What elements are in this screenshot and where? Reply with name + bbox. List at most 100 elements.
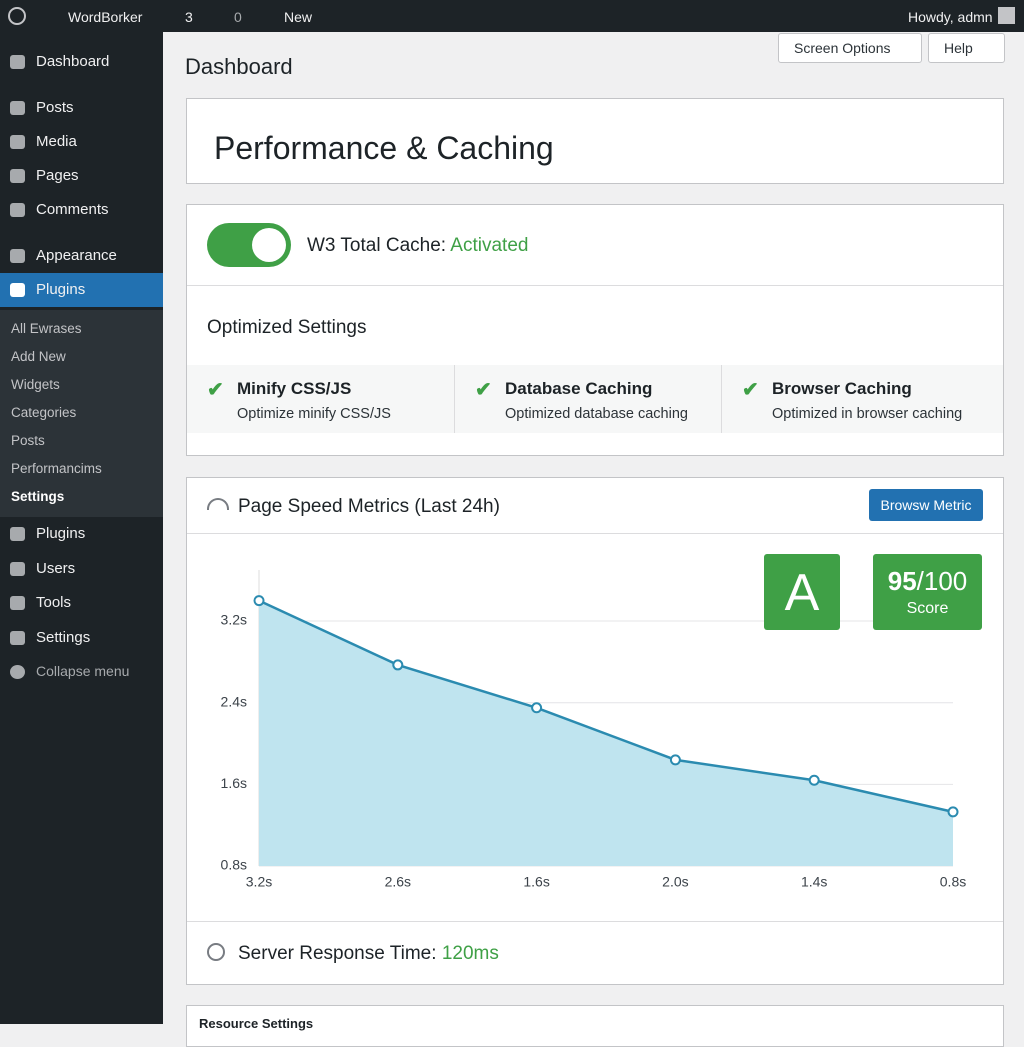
feature-title: Database Caching [505,379,653,398]
feature: ✔ Minify CSS/JS Optimize minify CSS/JS [187,365,453,433]
metric-button[interactable]: Browsw Metric [869,489,983,521]
menu-icon [10,135,25,149]
submenu-item[interactable]: All Ewrases [11,321,82,336]
x-tick-label: 0.8s [940,874,966,890]
y-tick-label: 1.6s [221,775,247,791]
screen-options[interactable]: Screen Options [778,33,922,63]
cache-card: W3 Total Cache: Activated Optimized Sett… [186,204,1004,456]
menu-label: Appearance [36,247,117,264]
menu-item[interactable]: Settings [0,621,163,655]
x-tick-label: 1.4s [801,874,827,890]
feature-title: Minify CSS/JS [237,379,352,398]
menu-label: Comments [36,201,109,218]
score-label: Score [906,600,949,617]
wp-logo[interactable] [8,7,26,25]
menu-icon [10,630,25,645]
feature-desc: Optimized database caching [505,406,688,422]
menu-item[interactable]: Appearance [0,239,163,273]
point [253,595,265,607]
feature: ✔ Database Caching Optimized database cach… [454,365,721,433]
feature-title: Browser Caching [772,379,912,398]
header-card: Performance & Caching [186,98,1004,184]
menu-label: Pages [36,167,79,184]
y-tick-label: 0.8s [221,857,247,873]
submenu-item[interactable]: Performancims [11,461,102,476]
screen-options-label: Screen Options [794,40,891,56]
area [259,600,953,866]
menu-item[interactable]: Users [0,552,163,586]
menu-label: Media [36,133,77,150]
point [669,754,681,766]
chart: 0.8s 1.6s 2.4s 3.2s 3.2s 2.6s 1.6s 2.0s 1.4s 0.8s [221,570,966,890]
menu-item[interactable]: Plugins [0,517,163,551]
menu-icon [10,169,25,183]
menu-label: Settings [36,628,91,646]
feature-desc: Optimized in browser caching [772,406,963,422]
help-label: Help [944,40,973,56]
menu-label: Plugins [36,525,86,542]
menu-item[interactable]: Comments [0,193,163,227]
submenu-item[interactable]: Widgets [11,377,60,392]
admin-bar: WordBorker 3 0 New Howdy, admn [0,0,1024,32]
help[interactable]: Help [928,33,1005,63]
new[interactable]: New [284,9,313,25]
x-tick-label: 2.0s [662,874,688,890]
y-tick-label: 2.4s [221,693,247,709]
submenu-item[interactable]: Posts [11,433,45,448]
menu-item[interactable]: Pages [0,159,163,193]
menu-icon [10,561,25,576]
menu-item[interactable]: Media [0,125,163,159]
menu-label: Collapse menu [36,663,130,679]
menu-icon [10,665,25,679]
submenu-item[interactable]: Settings [11,489,65,504]
menu-label: Dashboard [36,53,110,70]
updates[interactable]: 3 [185,9,193,25]
response-value: 120ms [441,943,499,964]
menu-item[interactable]: Plugins [0,273,163,307]
feature-desc: Optimize minify CSS/JS [237,406,391,422]
menu-item[interactable]: Collapse menu [0,655,163,689]
y-tick-label: 3.2s [221,612,247,628]
card-title: Performance & Caching [214,130,554,166]
submenu-item[interactable]: Categories [11,405,77,420]
score: 95 [887,566,917,596]
cache-status: W3 Total Cache: Activated [307,235,528,257]
submenu [0,310,163,517]
point [947,806,959,818]
optimized-title: Optimized Settings [207,317,367,338]
point [392,659,404,671]
chart-title: Page Speed Metrics (Last 24h) [238,496,500,517]
menu-item[interactable]: Posts [0,91,163,125]
x-tick-label: 3.2s [246,874,272,890]
response: Server Response Time: 120ms [238,943,499,965]
response-label: Server Response Time: [238,943,437,964]
avatar [998,7,1015,24]
point [808,774,820,786]
site-name[interactable]: WordBorker [68,9,143,25]
check-icon: ✔ [742,379,759,401]
grade: A [764,554,840,630]
x-tick-label: 2.6s [385,874,411,890]
menu-item[interactable]: Tools [0,586,163,620]
check-icon: ✔ [475,379,492,401]
menu-icon [10,203,25,217]
menu-label: Posts [36,99,74,116]
feature: ✔ Browser Caching Optimized in browser cac… [721,365,988,433]
menu-icon [10,283,25,297]
menu-item[interactable]: Dashboard [0,45,163,79]
point [531,702,543,714]
comments[interactable]: 0 [234,9,242,25]
cache-label: W3 Total Cache: [307,235,447,256]
submenu-item[interactable]: Add New [11,349,66,364]
score-box: 95/100 Score [873,554,982,630]
x-tick-label: 1.6s [523,874,549,890]
cache-value: Activated [450,235,529,256]
toggle[interactable] [207,223,291,267]
menu-icon [10,55,25,69]
menu-label: Tools [36,594,72,611]
resource-card: Resource Settings [186,1005,1004,1047]
line [258,599,954,814]
sidebar: Dashboard Posts Media Pages Comments Appearan… [0,32,163,1024]
greeting[interactable]: Howdy, admn [908,9,993,25]
